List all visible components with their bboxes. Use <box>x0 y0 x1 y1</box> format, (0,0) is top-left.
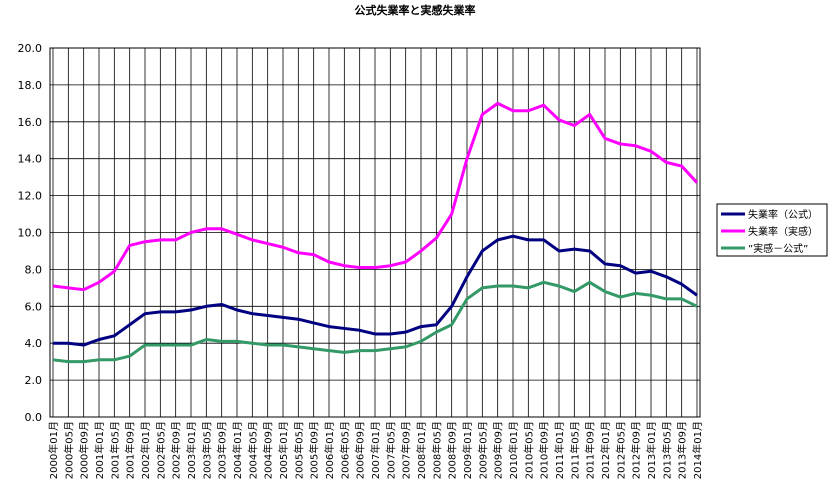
y-tick-label: 6.0 <box>25 300 43 313</box>
x-tick-label: 2007年01月 <box>369 421 382 479</box>
y-tick-label: 8.0 <box>25 263 43 276</box>
x-tick-label: 2001年01月 <box>93 421 106 479</box>
x-tick-label: 2009年05月 <box>476 421 489 479</box>
x-tick-label: 2009年09月 <box>492 421 505 479</box>
x-tick-label: 2005年05月 <box>292 421 305 479</box>
x-tick-label: 2011年01月 <box>553 421 566 479</box>
x-tick-label: 2008年01月 <box>415 421 428 479</box>
x-tick-label: 2003年05月 <box>200 421 213 479</box>
x-tick-label: 2003年01月 <box>185 421 198 479</box>
x-tick-label: 2003年09月 <box>216 421 229 479</box>
x-tick-label: 2009年01月 <box>461 421 474 479</box>
x-tick-label: 2004年01月 <box>231 421 244 479</box>
x-tick-label: 2013年09月 <box>676 421 689 479</box>
x-tick-label: 2008年09月 <box>446 421 459 479</box>
x-tick-label: 2010年01月 <box>507 421 520 479</box>
y-tick-label: 4.0 <box>25 337 43 350</box>
y-tick-label: 20.0 <box>18 42 43 55</box>
x-tick-label: 2002年05月 <box>154 421 167 479</box>
series-line <box>52 101 699 292</box>
x-tick-label: 2011年05月 <box>568 421 581 479</box>
x-tick-label: 2010年05月 <box>522 421 535 479</box>
x-tick-label: 2004年09月 <box>262 421 275 479</box>
x-tick-label: 2007年09月 <box>400 421 413 479</box>
x-tick-label: 2006年05月 <box>338 421 351 479</box>
x-tick-label: 2001年09月 <box>124 421 137 479</box>
x-tick-label: 2000年09月 <box>78 421 91 479</box>
x-tick-label: 2005年09月 <box>308 421 321 479</box>
y-tick-label: 16.0 <box>18 116 43 129</box>
y-tick-label: 2.0 <box>25 374 43 387</box>
x-tick-label: 2012年05月 <box>614 421 627 479</box>
legend-label: 失業率（公式） <box>748 208 818 221</box>
series-line <box>53 234 698 347</box>
x-tick-label: 2001年05月 <box>108 421 121 479</box>
x-tick-label: 2002年01月 <box>139 421 152 479</box>
x-tick-label: 2011年09月 <box>584 421 597 479</box>
y-tick-label: 0.0 <box>25 411 43 424</box>
x-tick-label: 2000年01月 <box>47 421 60 479</box>
x-tick-label: 2006年09月 <box>354 421 367 479</box>
series-line <box>52 280 698 364</box>
x-tick-label: 2004年05月 <box>246 421 259 479</box>
x-tick-label: 2008年05月 <box>430 421 443 479</box>
x-tick-label: 2013年01月 <box>645 421 658 479</box>
x-tick-label: 2010年09月 <box>538 421 551 479</box>
x-tick-label: 2006年01月 <box>323 421 336 479</box>
legend-label: 失業率（実感） <box>748 225 818 238</box>
x-tick-label: 2002年09月 <box>170 421 183 479</box>
y-tick-label: 10.0 <box>18 227 43 240</box>
y-tick-label: 18.0 <box>18 79 43 92</box>
x-tick-label: 2013年05月 <box>660 421 673 479</box>
x-tick-label: 2007年05月 <box>384 421 397 479</box>
legend-label: ”実感－公式” <box>748 242 808 255</box>
y-tick-label: 14.0 <box>18 153 43 166</box>
x-tick-label: 2005年01月 <box>277 421 290 479</box>
x-tick-label: 2012年09月 <box>630 421 643 479</box>
x-tick-label: 2012年01月 <box>599 421 612 479</box>
chart-title: 公式失業率と実感失業率 <box>355 3 476 17</box>
y-tick-label: 12.0 <box>18 190 43 203</box>
x-tick-label: 2014年01月 <box>691 421 704 479</box>
x-tick-label: 2000年05月 <box>62 421 75 479</box>
